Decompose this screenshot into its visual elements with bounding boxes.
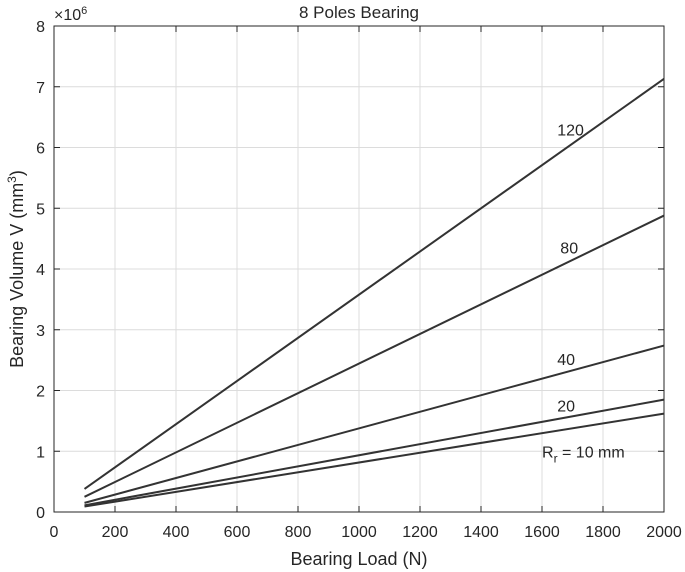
x-tick-label: 400 <box>163 524 190 541</box>
series-label-120: 120 <box>557 122 584 139</box>
series-line-r <box>84 412 665 508</box>
y-tick-label: 1 <box>36 444 45 461</box>
y-axis-title-main: Bearing Volume V (mm <box>7 183 27 368</box>
y-axis-exponent: ×106 <box>54 5 87 24</box>
x-tick-label: 2000 <box>646 524 682 541</box>
series-label-40: 40 <box>557 352 575 369</box>
series-line-120 <box>83 78 665 490</box>
x-axis-title: Bearing Load (N) <box>290 549 427 569</box>
series-labels: Rr = 10 mm 20 40 80 120 <box>542 122 625 465</box>
series-label-r: Rr = 10 mm <box>542 444 625 465</box>
x-tick-label: 1800 <box>585 524 621 541</box>
x-tick-label: 0 <box>50 524 59 541</box>
x-tick-label: 1400 <box>463 524 499 541</box>
y-tick-label: 3 <box>36 323 45 340</box>
y-tick-label: 8 <box>36 19 45 36</box>
series-line-40 <box>84 344 665 504</box>
y-axis-title: Bearing Volume V (mm3) <box>5 170 27 368</box>
x-tick-label: 1200 <box>402 524 438 541</box>
y-tick-label: 0 <box>36 505 45 522</box>
series-line-20 <box>84 398 665 507</box>
x-tick-label: 1000 <box>341 524 377 541</box>
series-label-20: 20 <box>557 399 575 416</box>
grid <box>54 26 664 512</box>
y-tick-label: 7 <box>36 80 45 97</box>
chart-title: 8 Poles Bearing <box>299 3 419 22</box>
x-tick-label: 200 <box>102 524 129 541</box>
ticks: 0 200 400 600 800 1000 1200 1400 1600 1800 2000012… <box>36 19 682 541</box>
y-axis-title-suffix: ) <box>7 170 27 176</box>
y-axis-title-superscript: 3 <box>5 176 19 183</box>
y-tick-label: 2 <box>36 384 45 401</box>
series-line-80 <box>84 214 665 498</box>
series-label-80: 80 <box>560 241 578 258</box>
y-tick-label: 6 <box>36 141 45 158</box>
y-axis-exponent-power: 6 <box>81 5 87 17</box>
y-tick-label: 5 <box>36 201 45 218</box>
series-group <box>83 78 665 508</box>
y-tick-label: 4 <box>36 262 45 279</box>
x-tick-label: 1600 <box>524 524 560 541</box>
y-axis-exponent-base: ×10 <box>54 7 81 24</box>
x-tick-label: 600 <box>224 524 251 541</box>
x-tick-label: 800 <box>285 524 312 541</box>
